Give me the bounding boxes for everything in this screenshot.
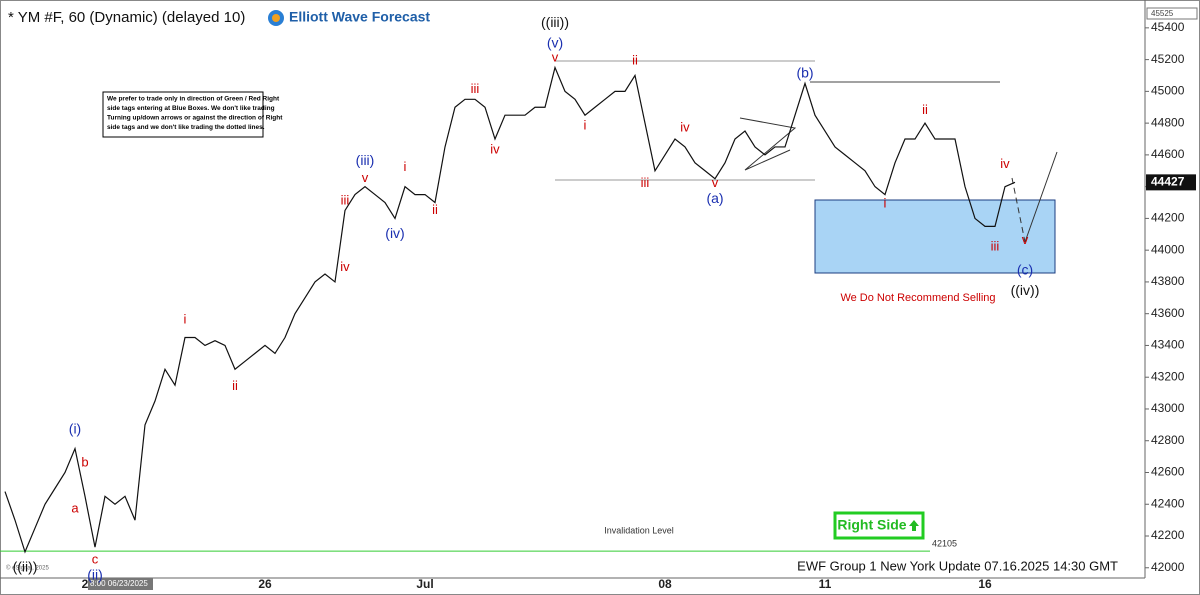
wave-label: (i) xyxy=(69,420,81,436)
y-tick-label: 45400 xyxy=(1151,20,1185,34)
brand: Elliott Wave Forecast xyxy=(289,9,430,25)
top-label-box xyxy=(1146,7,1198,20)
wave-label: c xyxy=(92,551,99,566)
copyright: © eSignal, 2025 xyxy=(6,565,49,572)
x-tick-label: 08 xyxy=(658,577,672,591)
wave-label: ((ii)) xyxy=(13,558,38,574)
y-tick-label: 44600 xyxy=(1151,147,1185,161)
y-tick-label: 45000 xyxy=(1151,84,1185,98)
y-tick-label: 44200 xyxy=(1151,211,1185,225)
wave-label: (ii) xyxy=(87,566,103,582)
wave-label: (iv) xyxy=(385,225,404,241)
x-tick-label: 11 xyxy=(819,577,832,591)
cursor-label: 8:00 06/23/2025 xyxy=(90,579,148,588)
note-box xyxy=(102,91,264,138)
y-tick-label: 42800 xyxy=(1151,433,1185,447)
y-tick-label: 42000 xyxy=(1151,560,1185,574)
wave-label: ii xyxy=(922,102,928,117)
x-tick-label: 26 xyxy=(258,577,272,591)
wave-label: iv xyxy=(1000,156,1010,171)
projection xyxy=(1011,177,1026,243)
projection xyxy=(1024,151,1058,243)
triangle xyxy=(739,117,797,171)
note-line: side tags entering at Blue Boxes. We don… xyxy=(107,105,275,112)
y-tick-label: 42600 xyxy=(1151,465,1185,479)
y-tick-label: 43800 xyxy=(1151,274,1185,288)
warning: We Do Not Recommend Selling xyxy=(840,292,995,304)
footer: EWF Group 1 New York Update 07.16.2025 1… xyxy=(797,558,1118,573)
wave-label: ((iii)) xyxy=(541,14,569,30)
wave-label: iii xyxy=(991,238,1000,253)
wave-label: iv xyxy=(490,142,500,157)
note-line: side tags and we don't like trading the … xyxy=(107,124,265,131)
y-tick-label: 43400 xyxy=(1151,338,1185,352)
wave-label: v xyxy=(362,170,369,185)
wave-label: (b) xyxy=(796,65,813,81)
wave-label: (v) xyxy=(547,34,563,50)
top-label: 45525 xyxy=(1151,9,1174,18)
right-side-box xyxy=(833,511,925,540)
note-line: Turning up/down arrows or against the di… xyxy=(107,115,283,122)
wave-label: iii xyxy=(471,81,480,96)
wave-label: iv xyxy=(680,119,690,134)
wave-label: v xyxy=(712,175,719,190)
wave-label: ((iv)) xyxy=(1011,282,1040,298)
y-tick-label: 45200 xyxy=(1151,52,1185,66)
y-tick-label: 42400 xyxy=(1151,496,1185,510)
y-tick-label: 43200 xyxy=(1151,369,1185,383)
invalidation-value: 42105 xyxy=(932,538,957,548)
wave-label: iii xyxy=(641,175,650,190)
x-tick-label: Jul xyxy=(416,577,433,591)
wave-label: (a) xyxy=(706,190,723,206)
wave-label: v xyxy=(552,49,559,64)
wave-label: iv xyxy=(340,259,350,274)
invalidation-label: Invalidation Level xyxy=(604,525,674,535)
wave-label: ii xyxy=(432,202,438,217)
y-tick-label: 42200 xyxy=(1151,528,1185,542)
cursor-label-box xyxy=(88,578,153,590)
last-price-box xyxy=(1146,174,1196,191)
y-tick-label: 43600 xyxy=(1151,306,1185,320)
wave-label: iii xyxy=(341,192,350,207)
wave-label: i xyxy=(584,118,587,133)
logo xyxy=(272,14,280,22)
last-price: 44427 xyxy=(1151,175,1185,189)
x-tick-label: 16 xyxy=(978,577,992,591)
wave-label: (iii) xyxy=(356,152,375,168)
wave-label: v xyxy=(1022,232,1029,247)
wave-label: ii xyxy=(232,378,238,393)
wave-label: (c) xyxy=(1017,262,1033,278)
wave-label: a xyxy=(71,500,79,515)
blue-box xyxy=(814,199,1056,274)
wave-label: b xyxy=(81,454,88,469)
right-side: Right Side xyxy=(837,517,906,533)
price-line xyxy=(4,65,1016,554)
y-tick-label: 43000 xyxy=(1151,401,1185,415)
wave-label: i xyxy=(184,311,187,326)
note: We prefer to trade only in direction of … xyxy=(107,96,283,132)
up-arrow xyxy=(909,520,919,531)
y-tick-label: 44800 xyxy=(1151,115,1185,129)
x-tick-label: 2 xyxy=(82,577,89,591)
chart-title: * YM #F, 60 (Dynamic) (delayed 10) xyxy=(8,9,245,26)
y-tick-label: 44000 xyxy=(1151,242,1185,256)
note-line: We prefer to trade only in direction of … xyxy=(107,96,280,103)
wave-label: i xyxy=(884,196,887,211)
wave-label: ii xyxy=(632,53,638,68)
wave-label: i xyxy=(404,159,407,174)
